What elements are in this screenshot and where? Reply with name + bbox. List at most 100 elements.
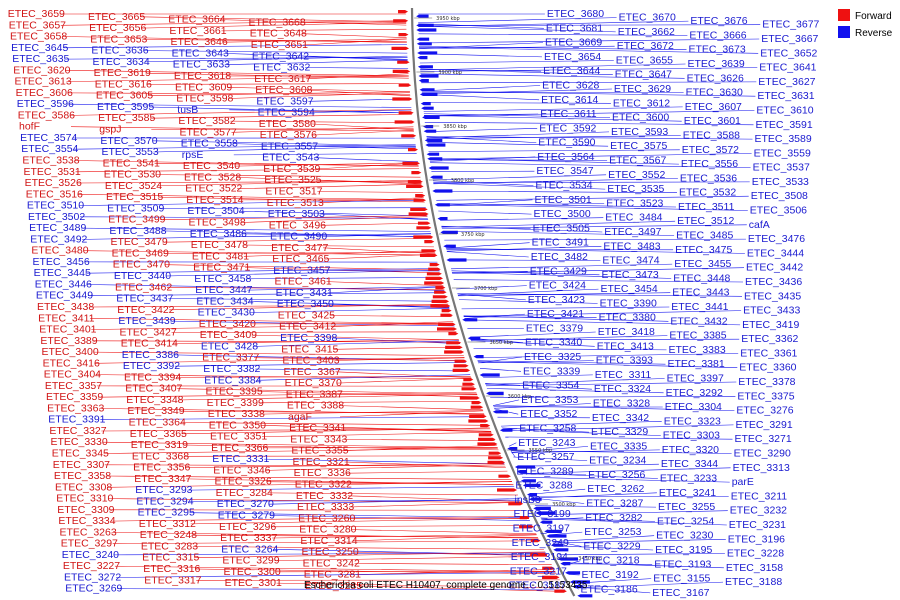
gene-label: ETEC_3652 (760, 47, 817, 59)
reverse-gene-arrow (507, 447, 518, 451)
label-connector (69, 109, 412, 116)
label-connector (151, 128, 414, 130)
label-connector (353, 551, 548, 556)
gene-label: ETEC_3500 (534, 208, 591, 220)
forward-gene-arrow (453, 364, 469, 368)
reverse-gene-arrow (432, 189, 453, 193)
gene-label: ETEC_3380 (599, 312, 656, 324)
reverse-gene-arrow (479, 373, 500, 377)
gene-label: ETEC_3353 (521, 394, 578, 406)
label-connector (517, 463, 659, 467)
gene-label: ETEC_3354 (522, 380, 579, 392)
gene-label: ETEC_3456 (33, 256, 90, 268)
label-connector (494, 403, 591, 409)
label-connector (102, 441, 498, 449)
label-connector (485, 381, 737, 387)
label-connector (178, 394, 478, 401)
gene-label: ETEC_3388 (287, 400, 344, 412)
gene-label: ETEC_3368 (132, 450, 189, 462)
forward-gene-arrow (446, 341, 462, 345)
label-connector (464, 319, 741, 326)
gene-label: ETEC_3597 (256, 95, 313, 107)
gene-label: ETEC_3433 (743, 305, 800, 317)
label-connector (458, 299, 598, 304)
label-connector (324, 253, 436, 260)
gene-label: ETEC_3421 (527, 308, 584, 320)
gene-label: ETEC_3271 (735, 433, 792, 445)
label-connector (436, 195, 749, 201)
gene-label: ETEC_3428 (201, 340, 258, 352)
gene-label: ETEC_3668 (249, 17, 306, 29)
reverse-gene-arrow (416, 28, 437, 32)
label-connector (194, 551, 546, 558)
gene-label: ETEC_3434 (196, 295, 253, 307)
legend-forward-swatch (838, 9, 850, 21)
gene-label: ETEC_3636 (91, 45, 148, 57)
label-connector (502, 429, 661, 436)
gene-label: ETEC_3439 (118, 315, 175, 327)
gene-label: ETEC_3248 (140, 529, 197, 541)
gene-label: ETEC_3632 (253, 62, 310, 74)
forward-gene-arrow (459, 396, 480, 400)
gene-label: ETEC_3347 (134, 473, 191, 485)
reverse-gene-arrow (417, 56, 428, 60)
label-connector (314, 157, 418, 162)
gene-label: ETEC_3454 (601, 283, 658, 295)
gene-label: ETEC_3282 (585, 512, 642, 524)
gene-label: ETEC_3217 (510, 565, 567, 577)
label-connector (333, 346, 462, 350)
gene-label: ETEC_3594 (258, 107, 315, 119)
label-connector (268, 498, 520, 505)
gene-label: ETEC_3304 (665, 401, 722, 413)
gene-label: ETEC_3490 (270, 231, 327, 243)
label-connector (321, 233, 432, 237)
label-connector (92, 340, 460, 343)
label-connector (463, 315, 669, 322)
label-connector (255, 368, 469, 372)
label-connector (354, 563, 552, 565)
reverse-gene-arrow (428, 166, 449, 170)
gene-label: ETEC_3471 (193, 262, 250, 274)
label-connector (78, 199, 425, 206)
forward-gene-arrow (519, 525, 535, 529)
gene-label: ETEC_3292 (666, 387, 723, 399)
forward-gene-arrow (392, 97, 413, 101)
gene-label: ETEC_3359 (46, 391, 103, 403)
forward-gene-arrow (438, 322, 456, 326)
gene-label: ETEC_3241 (659, 487, 716, 499)
gene-label: ETEC_3533 (752, 176, 809, 188)
label-connector (237, 183, 422, 189)
label-connector (87, 292, 446, 296)
label-connector (160, 215, 428, 220)
label-connector (269, 515, 530, 521)
label-connector (419, 60, 614, 64)
gene-label: ETEC_3448 (673, 272, 730, 284)
gene-label: ETEC_3528 (184, 171, 241, 183)
backbone-arc (410, 7, 576, 597)
gene-label: ETEC_3324 (594, 383, 651, 395)
gene-label: ETEC_3352 (520, 408, 577, 420)
gene-label: ETEC_3446 (35, 279, 92, 291)
gene-label: ETEC_3610 (756, 105, 813, 117)
label-connector (267, 492, 519, 496)
reverse-gene-arrow (418, 74, 439, 78)
gene-label: ETEC_3461 (275, 276, 332, 288)
label-connector (188, 499, 521, 502)
position-tick-label: 3800 kbp (451, 178, 475, 184)
gene-label: ETEC_3285 (305, 580, 362, 592)
gene-label: ETEC_3403 (282, 355, 339, 367)
gene-label: ETEC_3413 (597, 340, 654, 352)
gene-label: ETEC_3167 (652, 587, 709, 599)
label-connector (426, 136, 537, 143)
gene-label: parE (732, 476, 754, 488)
gene-label: ETEC_3574 (20, 132, 77, 144)
gene-label: ETEC_3242 (303, 557, 360, 569)
label-connector (483, 374, 593, 378)
gene-label: ETEC_3661 (169, 25, 226, 37)
reverse-gene-arrow (430, 175, 443, 179)
gene-label: ETEC_3326 (215, 476, 272, 488)
gene-label: ETEC_3539 (263, 163, 320, 175)
gene-label: ETEC_3536 (680, 172, 737, 184)
gene-label: ETEC_3667 (761, 33, 818, 45)
label-connector (81, 227, 431, 232)
